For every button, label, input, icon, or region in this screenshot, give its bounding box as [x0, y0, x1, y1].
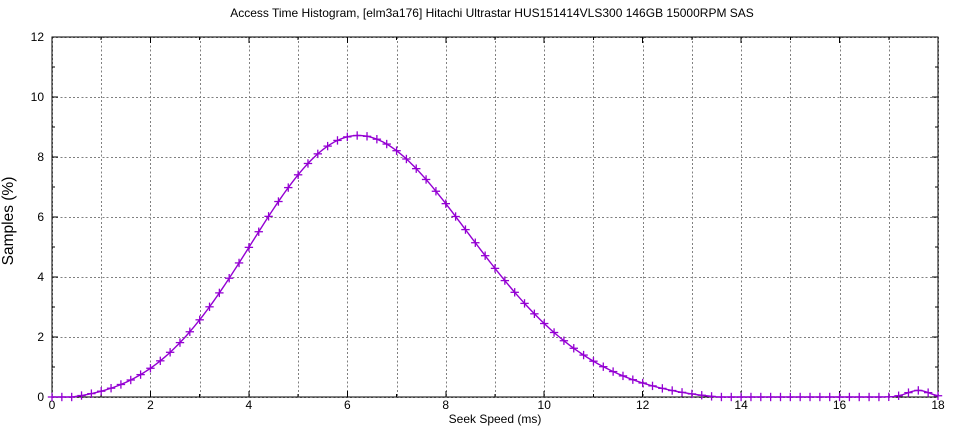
svg-text:8: 8: [37, 150, 44, 164]
svg-text:8: 8: [442, 398, 449, 412]
svg-text:2: 2: [37, 330, 44, 344]
svg-text:6: 6: [37, 210, 44, 224]
svg-text:6: 6: [344, 398, 351, 412]
svg-text:Access Time Histogram, [elm3a1: Access Time Histogram, [elm3a176] Hitach…: [230, 6, 754, 20]
svg-text:0: 0: [37, 390, 44, 404]
svg-text:4: 4: [246, 398, 253, 412]
svg-text:10: 10: [31, 90, 45, 104]
svg-text:12: 12: [31, 30, 45, 44]
svg-text:10: 10: [538, 398, 552, 412]
svg-text:12: 12: [636, 398, 650, 412]
svg-text:18: 18: [931, 398, 945, 412]
svg-text:Samples (%): Samples (%): [0, 177, 17, 266]
svg-text:2: 2: [147, 398, 154, 412]
svg-text:Seek Speed (ms): Seek Speed (ms): [449, 412, 542, 426]
svg-text:4: 4: [37, 270, 44, 284]
